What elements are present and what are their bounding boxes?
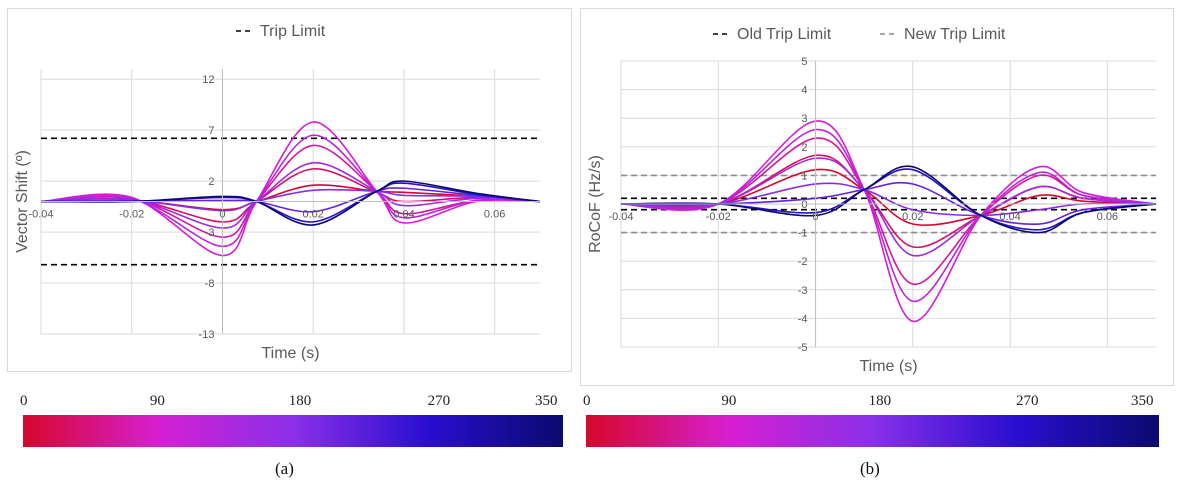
caption-b: (b) <box>860 459 880 478</box>
legend-label: Trip Limit <box>260 23 326 40</box>
legend-label: New Trip Limit <box>904 26 1006 43</box>
series-line <box>40 121 541 257</box>
colorbar-tick-label: 350 <box>1131 393 1154 409</box>
colorbar-tick-label: 90 <box>149 393 165 409</box>
y-tick-label: -3 <box>798 285 808 297</box>
x-tick-label: 0.02 <box>902 211 923 223</box>
y-tick-label: 0 <box>801 199 807 211</box>
y-tick-label: 5 <box>801 56 807 68</box>
y-tick-label: -2 <box>798 256 808 268</box>
x-tick-label: -0.02 <box>119 209 144 221</box>
y-axis-title: RoCoF (Hz/s) <box>587 155 604 253</box>
x-tick-label: 0 <box>219 209 225 221</box>
y-tick-label: -8 <box>205 278 215 290</box>
legend-label: Old Trip Limit <box>737 26 832 43</box>
colorbar-a <box>23 415 563 447</box>
x-tick-label: 0.04 <box>999 211 1020 223</box>
series-line <box>620 137 1157 285</box>
y-tick-label: -3 <box>205 227 215 239</box>
y-tick-label: 7 <box>208 125 214 137</box>
y-axis-title: Vector Shift (º) <box>14 150 31 253</box>
x-tick-label: 0.06 <box>484 209 505 221</box>
series-line <box>620 154 1157 249</box>
chart-panel-b: 5 4 3 2 1 0 -1 -2 -3 -4 -5 -0.04 -0.02 0 0.02 0.04 0.06 T… <box>580 8 1174 386</box>
y-tick-label: -13 <box>199 329 215 341</box>
y-tick-label: -4 <box>798 313 808 325</box>
colorbar-tick-label: 90 <box>721 393 737 409</box>
series-line <box>620 165 1157 234</box>
series-line <box>40 180 541 226</box>
series-line <box>620 168 1157 231</box>
colorbar-tick-label: 270 <box>427 393 451 409</box>
y-tick-label: 2 <box>801 142 807 154</box>
y-tick-label: -1 <box>798 228 808 240</box>
rocof-chart: 5 4 3 2 1 0 -1 -2 -3 -4 -5 -0.04 -0.02 0 0.02 0.04 0.06 T… <box>587 26 1157 375</box>
series-line <box>620 120 1157 323</box>
y-tick-label: 1 <box>801 170 807 182</box>
x-tick-label: -0.02 <box>706 211 731 223</box>
series-line <box>620 168 1157 227</box>
vector-shift-chart: 12 7 2 -3 -8 -13 -0.04 -0.02 0 0.02 0.04 0.06 Time (… <box>14 23 541 362</box>
series-line <box>620 128 1157 303</box>
x-tick-label: 0 <box>812 211 818 223</box>
x-tick-label: -0.04 <box>28 209 53 221</box>
colorbar-tick-label: 0 <box>583 393 591 409</box>
x-tick-label: -0.04 <box>608 211 633 223</box>
series-line <box>620 157 1157 257</box>
colorbar-b <box>586 415 1159 447</box>
colorbar-tick-label: 180 <box>288 393 312 409</box>
x-tick-label: 0.06 <box>1097 211 1118 223</box>
chart-panel-a: 12 7 2 -3 -8 -13 -0.04 -0.02 0 0.02 0.04 0.06 Time (… <box>7 8 572 372</box>
colorbar-tick-label: 350 <box>535 393 558 409</box>
caption-a: (a) <box>275 459 294 478</box>
x-axis-title: Time (s) <box>859 358 917 375</box>
x-tick-label: 0.02 <box>302 209 323 221</box>
series-line <box>620 182 1157 217</box>
colorbar-tick-label: 270 <box>1016 393 1039 409</box>
y-tick-label: 4 <box>801 85 807 97</box>
x-axis-title: Time (s) <box>261 345 319 362</box>
series-line <box>40 134 541 248</box>
colorbar-tick-label: 0 <box>20 393 28 409</box>
y-tick-label: 3 <box>801 113 807 125</box>
y-tick-label: 2 <box>208 176 214 188</box>
colorbar-tick-label: 180 <box>868 393 892 409</box>
y-tick-label: 12 <box>202 74 214 86</box>
y-tick-label: -5 <box>798 342 808 354</box>
x-tick-label: 0.04 <box>393 209 414 221</box>
